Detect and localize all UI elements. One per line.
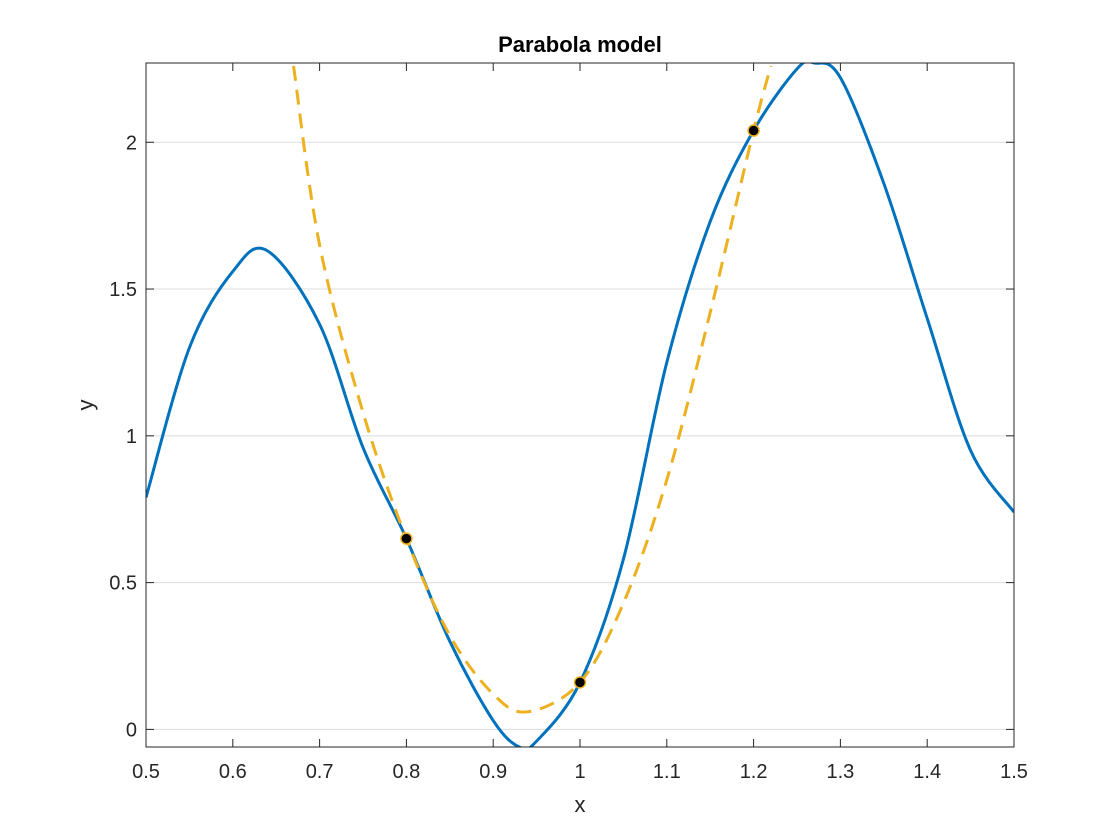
- y-tick-label: 2: [126, 132, 137, 154]
- y-tick-label: 1.5: [109, 279, 137, 301]
- x-tick-label: 1: [574, 761, 585, 783]
- y-tick-label: 0: [126, 719, 137, 741]
- x-tick-label: 1.4: [913, 761, 941, 783]
- parabola-model-dashed-line: [292, 65, 773, 714]
- sample-point-marker: [573, 676, 587, 689]
- x-tick-label: 1.2: [740, 761, 768, 783]
- x-tick-label: 1.3: [826, 761, 854, 783]
- y-tick-label: 1: [126, 426, 137, 448]
- x-tick-label: 1.5: [1000, 761, 1028, 783]
- x-tick-label: 0.9: [479, 761, 507, 783]
- series-layer: [146, 63, 1014, 747]
- axis-ticks: 0 0.5 1 1.5 2 0.5 0.6 0.7 0.8 0.9 1 1.1 1.2 1.3 1.4 1.5: [109, 63, 1028, 783]
- x-tick-label: 0.6: [219, 761, 247, 783]
- sample-point-marker: [747, 124, 760, 137]
- grid-lines: [146, 141, 1014, 730]
- function-curve-line: [146, 63, 1014, 747]
- x-tick-label: 0.8: [392, 761, 420, 783]
- y-axis-label: y: [73, 400, 98, 411]
- x-tick-label: 0.5: [132, 761, 160, 783]
- plot-background: [146, 63, 1014, 747]
- y-tick-label: 0.5: [109, 573, 137, 595]
- x-axis-label: x: [575, 792, 586, 817]
- sample-point-marker: [400, 532, 413, 545]
- x-tick-label: 0.7: [306, 761, 334, 783]
- chart-title: Parabola model: [498, 32, 662, 57]
- x-tick-label: 1.1: [653, 761, 681, 783]
